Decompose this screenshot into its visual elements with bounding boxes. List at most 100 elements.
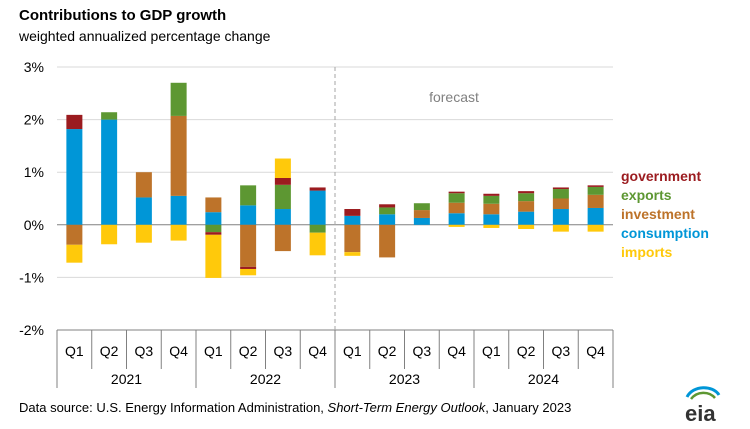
bar-investment <box>344 224 361 253</box>
x-tick-label: Q2 <box>517 343 536 359</box>
x-tick-label: Q4 <box>308 343 327 359</box>
bar-investment <box>552 198 569 210</box>
y-tick-label: 3% <box>24 59 44 75</box>
bar-imports <box>552 224 569 232</box>
source-suffix: , January 2023 <box>485 400 572 415</box>
bar-exports <box>483 195 500 204</box>
bar-consumption <box>101 119 118 225</box>
bar-imports <box>135 224 152 243</box>
bar-investment <box>483 203 500 215</box>
x-tick-label: Q3 <box>274 343 293 359</box>
x-tick-label: Q4 <box>586 343 605 359</box>
bar-imports <box>205 234 222 278</box>
bar-exports <box>552 189 569 199</box>
legend-government: government <box>621 168 701 184</box>
x-tick-label: Q2 <box>100 343 119 359</box>
year-label: 2023 <box>389 371 420 387</box>
bar-government <box>66 114 83 130</box>
bar-consumption <box>379 214 396 225</box>
x-tick-label: Q3 <box>413 343 432 359</box>
bar-consumption <box>448 213 465 225</box>
bars <box>66 82 604 278</box>
bar-government <box>274 177 291 185</box>
bar-investment <box>240 224 257 267</box>
bar-government <box>344 209 361 216</box>
bar-consumption <box>135 197 152 225</box>
bar-imports <box>518 224 535 230</box>
x-tick-label: Q2 <box>378 343 397 359</box>
bar-imports <box>448 224 465 227</box>
logo-text: eia <box>685 401 716 425</box>
bar-exports <box>413 203 430 211</box>
bar-imports <box>309 232 326 256</box>
bar-imports <box>274 158 291 178</box>
x-tick-label: Q2 <box>239 343 258 359</box>
bar-consumption <box>413 217 430 225</box>
bar-consumption <box>240 205 257 225</box>
legend-imports: imports <box>621 244 673 260</box>
bar-imports <box>483 224 500 228</box>
x-tick-label: Q1 <box>204 343 223 359</box>
bar-government <box>587 185 604 187</box>
bar-consumption <box>205 212 222 225</box>
bar-investment <box>205 197 222 213</box>
bar-exports <box>379 207 396 215</box>
axes: -2% -1% 0% 1% 2% 3% Q1 Q2 Q3 Q4 Q1 Q2 Q3 Q4 Q1 Q2 Q3 Q4 Q1… <box>19 59 614 388</box>
bar-investment <box>66 224 83 245</box>
eia-logo: eia <box>685 386 721 425</box>
bar-exports <box>448 193 465 203</box>
x-tick-label: Q4 <box>169 343 188 359</box>
source-prefix: Data source: U.S. Energy Information Adm… <box>19 400 328 415</box>
bar-exports <box>274 184 291 210</box>
bar-government <box>205 232 222 235</box>
y-tick-label: -1% <box>19 269 44 285</box>
bar-investment <box>135 172 152 198</box>
y-tick-label: 1% <box>24 164 44 180</box>
legend: government exports investment consumption im… <box>621 168 709 260</box>
y-tick-label: 2% <box>24 112 44 128</box>
year-label: 2021 <box>111 371 142 387</box>
bar-exports <box>170 82 187 116</box>
bar-consumption <box>170 195 187 225</box>
year-label: 2024 <box>528 371 559 387</box>
source-italic: Short-Term Energy Outlook <box>327 400 486 415</box>
bar-exports <box>101 112 118 120</box>
bar-imports <box>101 224 118 245</box>
x-tick-label: Q4 <box>447 343 466 359</box>
chart-subtitle: weighted annualized percentage change <box>19 28 271 44</box>
data-source: Data source: U.S. Energy Information Adm… <box>19 400 571 415</box>
bar-exports <box>587 186 604 195</box>
bar-consumption <box>344 215 361 225</box>
bar-investment <box>587 194 604 208</box>
y-tick-label: 0% <box>24 217 44 233</box>
bar-consumption <box>587 207 604 225</box>
year-label: 2022 <box>250 371 281 387</box>
x-tick-label: Q3 <box>552 343 571 359</box>
bar-government <box>309 187 326 191</box>
bar-government <box>483 193 500 196</box>
bar-government <box>379 204 396 208</box>
bar-imports <box>587 224 604 232</box>
bar-consumption <box>66 129 83 225</box>
bar-exports <box>240 185 257 206</box>
bar-investment <box>379 224 396 258</box>
bar-consumption <box>552 209 569 225</box>
x-tick-label: Q3 <box>135 343 154 359</box>
chart-title: Contributions to GDP growth <box>19 7 227 24</box>
y-tick-label: -2% <box>19 322 44 338</box>
forecast-label: forecast <box>429 89 479 105</box>
legend-consumption: consumption <box>621 225 709 241</box>
bar-exports <box>309 224 326 233</box>
bar-imports <box>240 268 257 276</box>
bar-consumption <box>309 190 326 225</box>
x-tick-label: Q1 <box>65 343 84 359</box>
legend-exports: exports <box>621 187 672 203</box>
bar-investment <box>170 115 187 196</box>
bar-investment <box>274 224 291 252</box>
bar-imports <box>66 244 83 263</box>
bar-exports <box>518 193 535 202</box>
bar-government <box>240 266 257 269</box>
bar-government <box>448 191 465 194</box>
bar-investment <box>518 201 535 212</box>
